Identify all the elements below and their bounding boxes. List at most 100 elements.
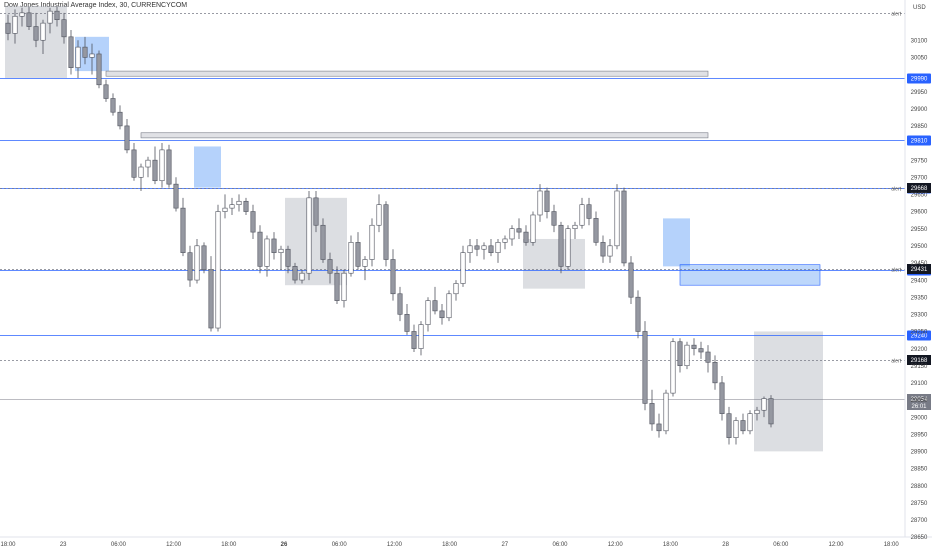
candle-body-93 [656,423,662,432]
candle-body-14 [103,84,109,99]
candle-body-4 [33,26,39,41]
current-price-badge-bg [907,394,931,410]
candle-body-11 [82,46,88,58]
y-tick-29600: 29600 [911,210,928,216]
x-tick-11: 12:00 [608,542,624,548]
y-tick-28650: 28650 [911,535,928,541]
candle-body-31 [222,207,228,212]
candle-body-70 [495,242,501,253]
candle-body-18 [131,149,137,178]
y-tick-29350: 29350 [911,295,928,301]
x-tick-5: 26 [281,542,288,548]
x-tick-2: 06:00 [111,542,127,548]
candle-body-63 [446,293,452,319]
candle-body-2 [19,12,25,17]
x-tick-7: 12:00 [387,542,403,548]
candle-body-99 [698,348,704,353]
candle-body-94 [663,392,669,432]
candle-body-30 [215,211,221,329]
candle-body-34 [243,200,249,212]
candle-body-45 [320,224,326,260]
candle-body-20 [145,159,151,168]
y-tick-29750: 29750 [911,158,928,164]
x-tick-1: 23 [60,542,67,548]
y-tick-29950: 29950 [911,90,928,96]
candle-body-58 [411,331,417,349]
candle-body-101 [712,361,718,384]
x-tick-10: 06:00 [552,542,568,548]
candle-body-59 [418,324,424,349]
candle-body-0 [5,22,11,34]
level-badge-bg-29990 [907,73,931,84]
candle-body-106 [747,413,753,432]
candle-body-87 [614,190,620,247]
candle-layer [5,6,774,445]
candle-body-96 [677,341,683,367]
x-tick-12: 18:00 [663,542,679,548]
candle-body-55 [390,259,396,295]
y-tick-29550: 29550 [911,227,928,233]
candle-body-107 [754,409,760,414]
x-tick-9: 27 [501,542,508,548]
candle-body-65 [460,252,466,284]
zone-layer [5,6,823,452]
candle-body-91 [642,331,648,404]
y-tick-28950: 28950 [911,432,928,438]
y-tick-29100: 29100 [911,381,928,387]
candle-body-100 [705,351,711,363]
candle-body-64 [453,283,459,295]
candle-body-23 [166,149,172,185]
candle-body-69 [488,245,494,253]
candle-body-8 [61,19,67,38]
y-tick-29000: 29000 [911,415,928,421]
level-badge-29240: 29240 [911,334,928,340]
candle-body-35 [250,211,256,233]
currency-label: USD [913,5,926,11]
x-tick-8: 18:00 [442,542,458,548]
y-tick-29200: 29200 [911,347,928,353]
y-tick-29250: 29250 [911,330,928,336]
candle-body-7 [54,10,60,21]
candle-body-6 [47,10,53,24]
candle-body-108 [761,398,767,411]
x-tick-14: 06:00 [773,542,789,548]
candle-body-37 [264,238,270,267]
candle-body-89 [628,262,634,298]
x-tick-13: 28 [722,542,729,548]
candle-body-10 [75,46,81,68]
candle-body-9 [68,36,74,68]
candle-body-57 [404,314,410,332]
candle-body-24 [173,183,179,209]
candle-body-13 [96,53,102,86]
candle-body-25 [180,207,186,253]
badge-29668: 29668 [911,186,928,192]
candle-body-61 [432,300,438,312]
blue-zone-1 [194,146,221,188]
candle-body-33 [236,200,242,205]
chart-title: Dow Jones Industrial Average Index, 30, … [4,2,188,9]
gray-zone-2 [523,238,585,289]
candle-body-82 [579,204,585,226]
candle-body-97 [684,344,690,367]
y-tick-29500: 29500 [911,244,928,250]
candle-body-21 [152,159,158,182]
candle-body-103 [726,413,732,438]
blue-zone-2 [663,218,690,267]
price-axis[interactable]: 30100 30050 29950 29900 29850 29750 29700 29650… [911,38,928,541]
level-band-1 [140,132,709,139]
candle-body-72 [509,228,515,240]
candle-body-86 [607,245,613,257]
candle-body-80 [565,228,571,267]
candle-body-27 [194,245,200,281]
x-tick-0: 18:00 [0,542,16,548]
candle-body-46 [327,259,333,274]
y-tick-29050: 29050 [911,398,928,404]
gray-zone-3 [754,331,823,452]
time-axis[interactable]: 18:00 23 06:00 12:00 18:00 26 06:00 12:00 18:00 2… [0,542,899,548]
candle-body-32 [229,204,235,209]
candle-body-48 [341,272,347,301]
candle-body-17 [124,125,130,151]
badge-29168: 29168 [911,358,928,364]
badge-29168-bg [907,355,931,365]
